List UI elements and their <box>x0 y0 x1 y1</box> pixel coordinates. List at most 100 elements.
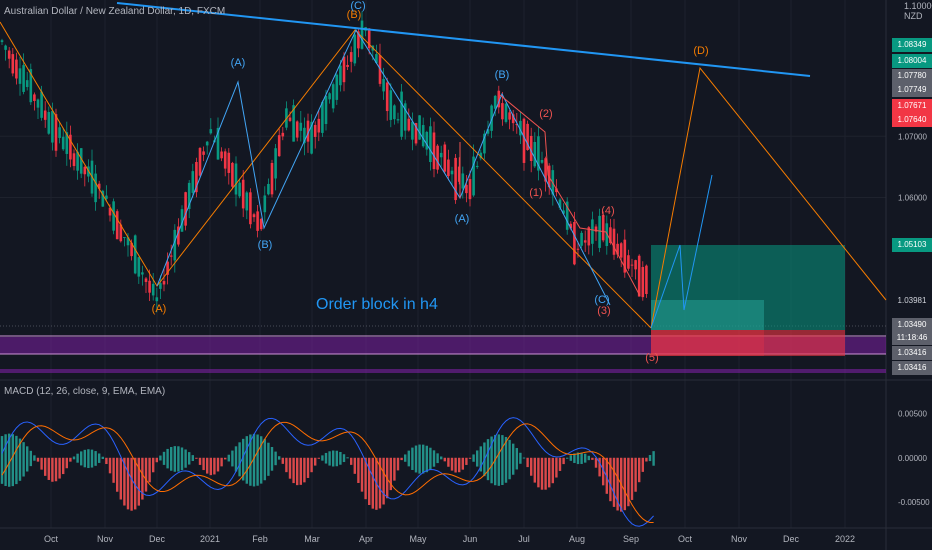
candle-body <box>299 122 303 131</box>
candle-body <box>310 121 313 154</box>
candle-body <box>79 148 83 174</box>
candle-body <box>151 283 155 296</box>
candle-body <box>83 166 87 175</box>
macd-histogram-bar <box>234 446 238 472</box>
macd-histogram-bar <box>29 450 32 467</box>
macd-histogram-bar <box>260 436 263 484</box>
macd-histogram-bar <box>314 457 317 466</box>
candle-body <box>382 78 385 92</box>
candle-body <box>429 126 432 163</box>
candle-body <box>565 201 569 230</box>
macd-histogram-bar <box>11 434 14 487</box>
macd-histogram-bar <box>450 457 454 471</box>
candle-body <box>202 151 205 155</box>
candle-body <box>187 182 191 210</box>
signal-line <box>1 421 654 524</box>
macd-histogram-bar <box>134 457 137 510</box>
macd-histogram-bar <box>530 457 533 476</box>
order-block-zone-lower <box>0 369 886 373</box>
macd-histogram-bar <box>162 451 166 465</box>
macd-histogram-bar <box>465 457 468 465</box>
macd-histogram-bar <box>396 457 400 471</box>
macd-histogram-bar <box>422 444 425 474</box>
x-tick-label: Oct <box>44 534 59 544</box>
macd-histogram-bar <box>490 436 493 484</box>
macd-histogram-bar <box>231 450 234 467</box>
macd-histogram-bar <box>76 453 79 463</box>
candle-body <box>609 227 612 243</box>
macd-histogram-bar <box>101 456 104 460</box>
candle-body <box>472 156 475 196</box>
price-axis-label: 1.07671 <box>892 99 932 113</box>
candle-body <box>616 243 619 255</box>
macd-histogram-bar <box>170 446 173 471</box>
candle-body <box>105 195 108 199</box>
macd-histogram-bar <box>548 457 551 488</box>
x-tick-label: Jun <box>463 534 478 544</box>
candle-body <box>529 135 533 161</box>
price-axis-label: 1.05103 <box>892 238 932 252</box>
candle-body <box>526 123 529 150</box>
candle-body <box>223 151 227 169</box>
price-axis-label: 1.08349 <box>892 38 932 52</box>
candle-body <box>573 222 576 265</box>
candle-body <box>256 211 259 231</box>
macd-histogram-bar <box>249 434 252 486</box>
candle-body <box>47 112 51 134</box>
x-tick-label: Mar <box>304 534 320 544</box>
macd-histogram-bar <box>116 457 119 492</box>
candle-body <box>29 69 33 103</box>
macd-line <box>1 417 654 527</box>
candle-body <box>519 120 522 136</box>
macd-histogram-bar <box>278 456 281 460</box>
candle-body <box>396 119 400 121</box>
wave-line-orange <box>0 21 652 329</box>
wave-label: (2) <box>539 108 552 120</box>
macd-histogram-bar <box>206 457 209 474</box>
macd-histogram-bar <box>519 452 522 464</box>
scale-top: 1.10000 <box>904 1 932 11</box>
macd-histogram-bar <box>69 457 72 462</box>
candle-body <box>400 91 403 137</box>
candle-body <box>335 74 339 100</box>
candle-body <box>421 125 425 147</box>
macd-histogram-bar <box>126 457 130 510</box>
macd-histogram-bar <box>130 457 133 511</box>
candle-body <box>259 218 263 230</box>
candle-body <box>148 280 151 293</box>
candle-body <box>353 34 357 64</box>
candle-body <box>436 145 439 170</box>
descending-trendline <box>116 2 811 77</box>
macd-histogram-bar <box>425 445 428 473</box>
candle-body <box>231 162 234 187</box>
macd-histogram-bar <box>587 455 590 461</box>
candle-body <box>137 257 141 277</box>
candle-body <box>490 105 493 131</box>
macd-histogram-bar <box>270 446 274 471</box>
macd-histogram-bar <box>285 457 288 473</box>
candle-body <box>447 159 450 177</box>
macd-histogram-bar <box>447 457 450 467</box>
macd-histogram-bar <box>612 457 616 507</box>
macd-histogram-bar <box>512 443 515 475</box>
macd-histogram-bar <box>202 457 205 471</box>
macd-histogram-bar <box>533 457 536 483</box>
candle-body <box>328 93 331 100</box>
macd-histogram-bar <box>461 457 464 470</box>
macd-histogram-bar <box>371 457 374 509</box>
macd-histogram-bar <box>558 457 562 471</box>
candle-body <box>267 183 270 195</box>
candle-body <box>65 132 69 154</box>
candle-body <box>173 229 177 261</box>
candle-body <box>166 261 169 275</box>
macd-histogram-bar <box>44 457 47 476</box>
macd-histogram-bar <box>252 433 256 487</box>
macd-histogram-bar <box>62 457 65 475</box>
macd-histogram-bar <box>497 434 500 486</box>
macd-histogram-bar <box>440 456 443 460</box>
order-block-label: Order block in h4 <box>316 296 438 313</box>
macd-histogram-bar <box>123 457 126 506</box>
macd-histogram-bar <box>378 457 382 509</box>
macd-histogram-bar <box>173 446 176 472</box>
